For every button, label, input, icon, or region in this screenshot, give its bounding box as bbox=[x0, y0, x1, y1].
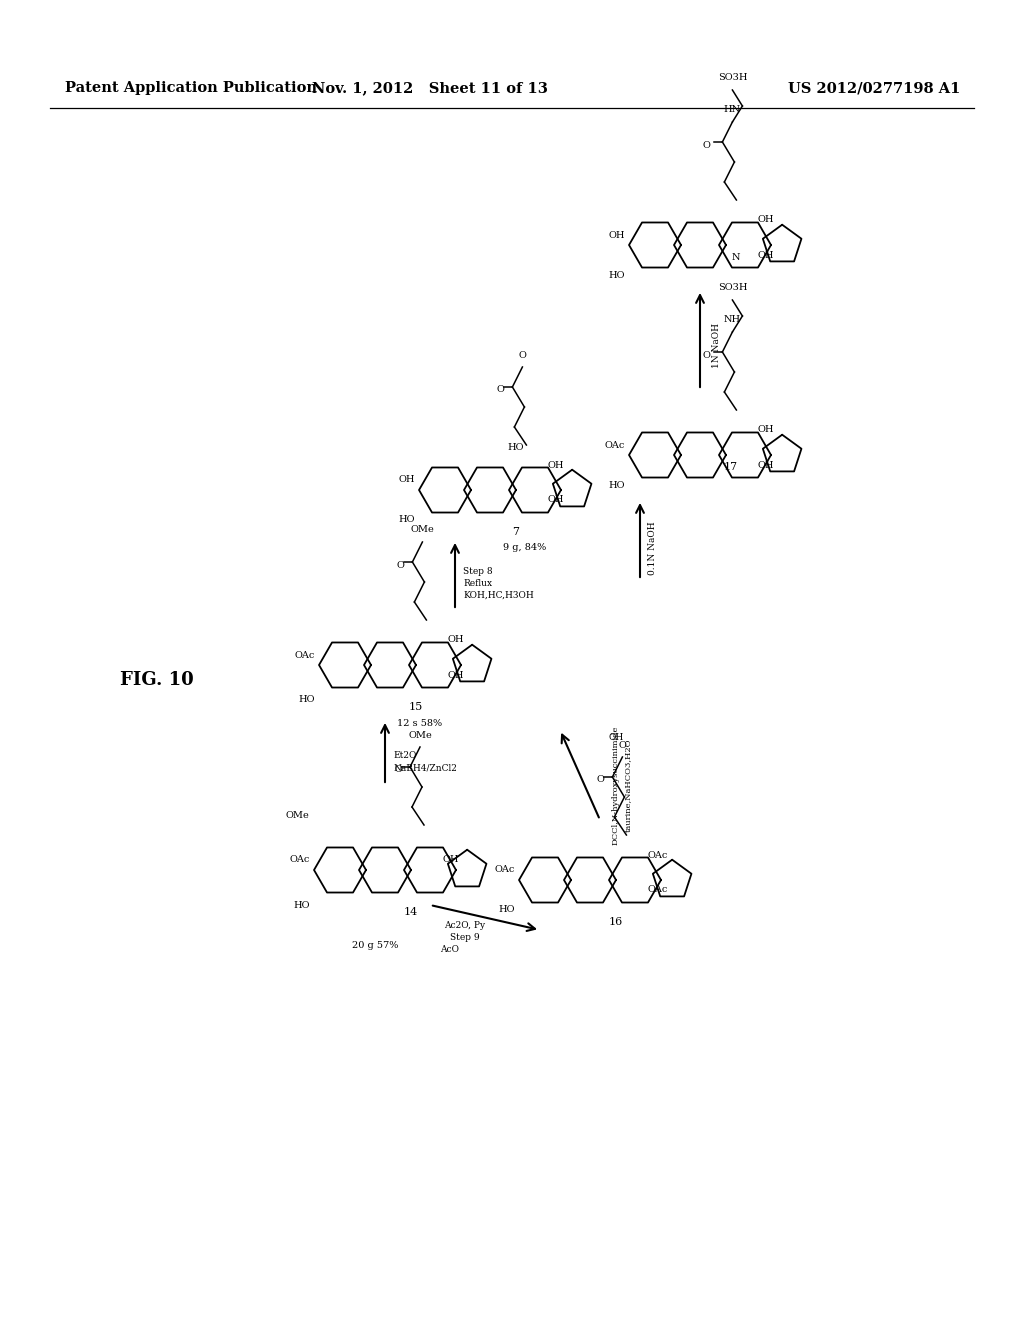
Text: OH: OH bbox=[447, 671, 464, 680]
Text: OH: OH bbox=[757, 251, 774, 260]
Text: 20 g 57%: 20 g 57% bbox=[352, 940, 398, 949]
Text: OAc: OAc bbox=[289, 855, 309, 865]
Text: 16: 16 bbox=[609, 917, 624, 927]
Text: OH: OH bbox=[757, 215, 774, 224]
Text: O: O bbox=[618, 741, 627, 750]
Text: 7: 7 bbox=[512, 527, 519, 537]
Text: O: O bbox=[497, 385, 505, 395]
Text: OH: OH bbox=[547, 461, 563, 470]
Text: O: O bbox=[596, 776, 604, 784]
Text: SO3H: SO3H bbox=[718, 282, 748, 292]
Text: HO: HO bbox=[608, 271, 625, 280]
Text: Ac2O, Py: Ac2O, Py bbox=[444, 920, 485, 929]
Text: 15: 15 bbox=[409, 702, 423, 711]
Text: OAc: OAc bbox=[647, 850, 668, 859]
Text: OH: OH bbox=[442, 855, 459, 865]
Text: OAc: OAc bbox=[294, 651, 314, 660]
Text: OAc: OAc bbox=[604, 441, 625, 450]
Text: HO: HO bbox=[398, 516, 415, 524]
Text: OMe: OMe bbox=[286, 810, 309, 820]
Text: O: O bbox=[518, 351, 526, 359]
Text: O: O bbox=[702, 351, 711, 359]
Text: OH: OH bbox=[757, 425, 774, 434]
Text: Nov. 1, 2012   Sheet 11 of 13: Nov. 1, 2012 Sheet 11 of 13 bbox=[312, 81, 548, 95]
Text: FIG. 10: FIG. 10 bbox=[120, 671, 194, 689]
Text: OH: OH bbox=[447, 635, 464, 644]
Text: HO: HO bbox=[498, 906, 515, 915]
Text: 9 g, 84%: 9 g, 84% bbox=[504, 544, 547, 553]
Text: DCCl,N-hydroxysuccinimide: DCCl,N-hydroxysuccinimide bbox=[612, 725, 620, 845]
Text: HN: HN bbox=[724, 106, 741, 115]
Text: O: O bbox=[702, 140, 711, 149]
Text: 12 s 58%: 12 s 58% bbox=[397, 718, 442, 727]
Text: HO: HO bbox=[608, 480, 625, 490]
Text: Step 9: Step 9 bbox=[451, 932, 480, 941]
Text: O: O bbox=[396, 561, 404, 569]
Text: taurine,NaHCO3,H2O: taurine,NaHCO3,H2O bbox=[624, 738, 632, 832]
Text: 17: 17 bbox=[724, 462, 738, 473]
Text: OAc: OAc bbox=[647, 886, 668, 895]
Text: 1N NaOH: 1N NaOH bbox=[712, 322, 721, 367]
Text: N: N bbox=[731, 252, 739, 261]
Text: NaBH4/ZnCl2: NaBH4/ZnCl2 bbox=[393, 763, 457, 772]
Text: HO: HO bbox=[298, 696, 314, 705]
Text: OH: OH bbox=[547, 495, 563, 504]
Text: OH: OH bbox=[398, 475, 415, 484]
Text: Et2O: Et2O bbox=[393, 751, 417, 760]
Text: OMe: OMe bbox=[411, 525, 434, 535]
Text: AcO: AcO bbox=[440, 945, 460, 953]
Text: OH: OH bbox=[608, 231, 625, 239]
Text: Step 8: Step 8 bbox=[463, 566, 493, 576]
Text: US 2012/0277198 A1: US 2012/0277198 A1 bbox=[787, 81, 961, 95]
Text: HO: HO bbox=[293, 900, 309, 909]
Text: NH: NH bbox=[724, 315, 741, 325]
Text: HO: HO bbox=[508, 444, 524, 453]
Text: KOH,HC,H3OH: KOH,HC,H3OH bbox=[463, 590, 534, 599]
Text: SO3H: SO3H bbox=[718, 73, 748, 82]
Text: OH: OH bbox=[609, 734, 624, 742]
Text: OMe: OMe bbox=[409, 730, 432, 739]
Text: OH: OH bbox=[757, 461, 774, 470]
Text: O: O bbox=[394, 766, 402, 775]
Text: OAc: OAc bbox=[495, 866, 515, 874]
Text: 14: 14 bbox=[403, 907, 418, 917]
Text: Patent Application Publication: Patent Application Publication bbox=[65, 81, 317, 95]
Text: Reflux: Reflux bbox=[463, 578, 493, 587]
Text: 0.1N NaOH: 0.1N NaOH bbox=[648, 521, 657, 574]
